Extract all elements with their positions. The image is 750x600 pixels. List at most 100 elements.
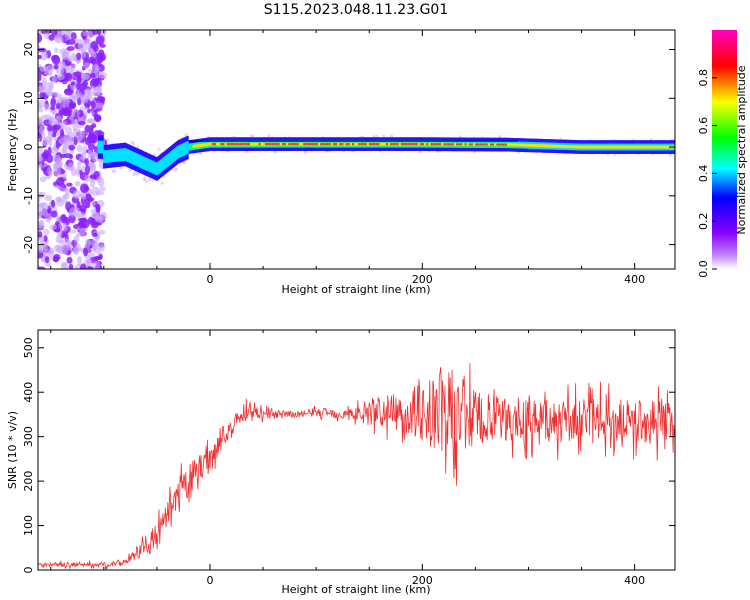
spectro-noise-cell xyxy=(63,88,73,96)
spectro-core-cell xyxy=(164,155,167,169)
spectro-noise-cell xyxy=(73,235,80,243)
spectro-noise-cell xyxy=(95,35,105,45)
spectro-noise-cell xyxy=(50,199,55,208)
spectro-noise-cell xyxy=(79,263,87,269)
spectrogram-marks xyxy=(38,30,675,269)
spectro-noise-cell xyxy=(89,110,95,116)
spectro-halo-cell xyxy=(112,168,117,173)
spectro-noise-cell xyxy=(76,201,81,209)
spectro-core-cell xyxy=(127,149,130,163)
spectro-core-cell xyxy=(120,148,122,162)
spectro-noise-cell xyxy=(87,118,95,123)
spectro-noise-cell xyxy=(54,36,64,44)
spectro-noise-cell xyxy=(38,73,42,82)
spectro-noise-cell xyxy=(40,88,46,94)
colorbar-tick-label: 0.4 xyxy=(697,165,710,183)
spectro-noise-cell xyxy=(60,120,67,130)
spectro-core-cell xyxy=(136,153,139,167)
spectro-core-cell xyxy=(139,154,141,168)
y-tick-label: -10 xyxy=(22,187,35,205)
spectro-noise-cell xyxy=(51,75,57,84)
spectro-noise-cell xyxy=(77,120,86,126)
spectro-core-cell xyxy=(141,155,144,169)
spectro-noise-cell xyxy=(99,216,104,224)
spectro-noise-cell xyxy=(48,34,55,41)
spectro-noise-cell xyxy=(56,199,64,207)
spectro-core-cell xyxy=(161,158,164,172)
spectro-noise-cell xyxy=(54,47,59,53)
spectro-noise-cell xyxy=(98,229,106,235)
spectro-noise-cell xyxy=(68,102,76,109)
colorbar-tick-label: 0.2 xyxy=(697,212,710,230)
spectro-core-cell xyxy=(121,148,123,162)
spectro-core-cell xyxy=(182,143,185,156)
spectro-noise-cell xyxy=(99,186,106,192)
spectro-noise-cell xyxy=(61,52,68,58)
spectro-core-cell xyxy=(144,157,147,170)
spectro-core-cell xyxy=(191,143,193,151)
spectro-noise-cell xyxy=(38,204,43,211)
spectro-noise-cell xyxy=(61,230,68,238)
y-tick-label: 20 xyxy=(22,43,35,57)
spectro-core-cell xyxy=(155,162,157,175)
spectro-core-cell xyxy=(183,142,186,156)
spectro-core-cell xyxy=(176,146,179,160)
spectro-halo-cell xyxy=(131,141,136,146)
spectro-noise-cell xyxy=(84,88,91,94)
spectro-noise-cell xyxy=(77,160,82,171)
spectro-core-cell xyxy=(178,145,181,158)
spectro-noise-cell xyxy=(47,146,52,156)
spectro-core-cell xyxy=(153,161,156,175)
spectro-noise-cell xyxy=(50,97,57,108)
spectro-noise-cell xyxy=(48,117,54,126)
spectro-noise-cell xyxy=(61,238,71,248)
spectro-noise-cell xyxy=(96,255,103,261)
colorbar-tick-label: 0.0 xyxy=(697,260,710,278)
spectro-noise-cell xyxy=(43,70,53,76)
spectro-core-cell xyxy=(138,154,140,168)
spectro-noise-cell xyxy=(62,223,68,232)
snr-marks xyxy=(38,363,675,570)
spectro-noise-cell xyxy=(61,261,69,269)
spectro-noise-cell xyxy=(52,166,62,177)
spectro-noise-cell xyxy=(66,46,75,52)
spectrogram-frame xyxy=(37,29,676,270)
spectro-halo-cell xyxy=(100,159,104,164)
spectro-core-cell xyxy=(184,142,187,155)
spectro-noise-cell xyxy=(38,231,43,238)
y-tick-label: 100 xyxy=(22,515,35,536)
spectro-noise-cell xyxy=(94,77,100,83)
snr-frame xyxy=(37,329,676,571)
spectro-noise-cell xyxy=(90,222,99,229)
spectro-noise-cell xyxy=(70,168,78,177)
x-tick-label: 200 xyxy=(412,574,433,587)
spectro-noise-cell xyxy=(61,148,66,154)
spectro-halo-cell xyxy=(106,138,110,142)
spectro-core-cell xyxy=(117,148,120,162)
snr-ticks: 0 200 400 0 100 200 300 400 500 xyxy=(22,330,675,587)
spectro-noise-cell xyxy=(66,182,73,187)
spectro-noise-cell xyxy=(52,124,58,135)
spectrogram-ticks: 0 200 400 -20 -10 0 10 20 xyxy=(22,30,675,286)
spectro-noise-cell xyxy=(75,93,82,99)
spectro-halo-cell xyxy=(160,181,164,185)
colorbar-label: Normalized spectral amplitude xyxy=(735,65,748,234)
spectro-noise-cell xyxy=(82,80,88,88)
spectro-noise-cell xyxy=(61,99,67,109)
spectro-core-cell xyxy=(99,140,102,154)
spectro-noise-cell xyxy=(68,207,77,217)
spectro-noise-cell xyxy=(59,60,66,71)
spectro-core-cell xyxy=(152,161,155,174)
spectro-core-cell xyxy=(110,149,113,163)
spectro-noise-cell xyxy=(70,81,75,86)
spectro-core-cell xyxy=(98,140,101,154)
spectro-core-cell xyxy=(122,148,124,161)
spectro-noise-cell xyxy=(43,228,50,236)
spectro-noise-cell xyxy=(50,210,58,218)
spectro-core-cell xyxy=(143,156,146,170)
spectro-core-cell xyxy=(135,153,138,167)
spectro-noise-cell xyxy=(64,30,71,39)
spectro-noise-cell xyxy=(39,65,49,72)
spectro-halo-cell xyxy=(184,132,188,137)
spectro-noise-cell xyxy=(84,157,89,167)
